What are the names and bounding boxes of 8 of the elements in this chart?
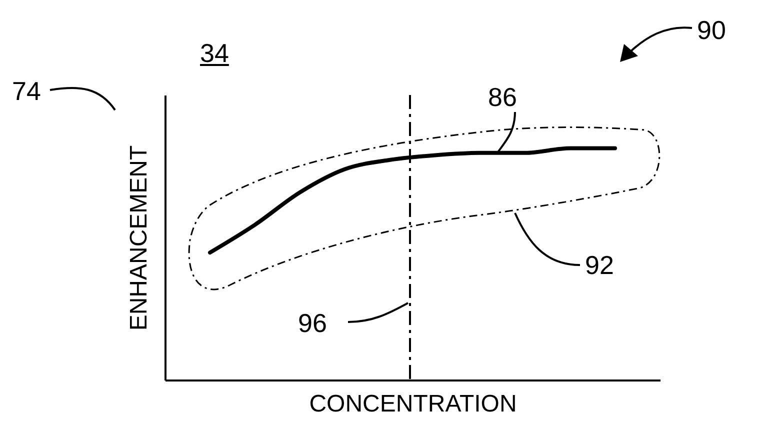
x-axis-title: CONCENTRATION	[309, 390, 517, 418]
text: 90	[697, 15, 726, 45]
y-axis-title: ENHANCEMENT	[126, 144, 152, 331]
annotation: 96	[298, 308, 327, 338]
text: 86	[488, 82, 517, 112]
annotation: 92	[585, 250, 614, 280]
text: 34	[200, 38, 229, 68]
text: 74	[12, 76, 41, 106]
